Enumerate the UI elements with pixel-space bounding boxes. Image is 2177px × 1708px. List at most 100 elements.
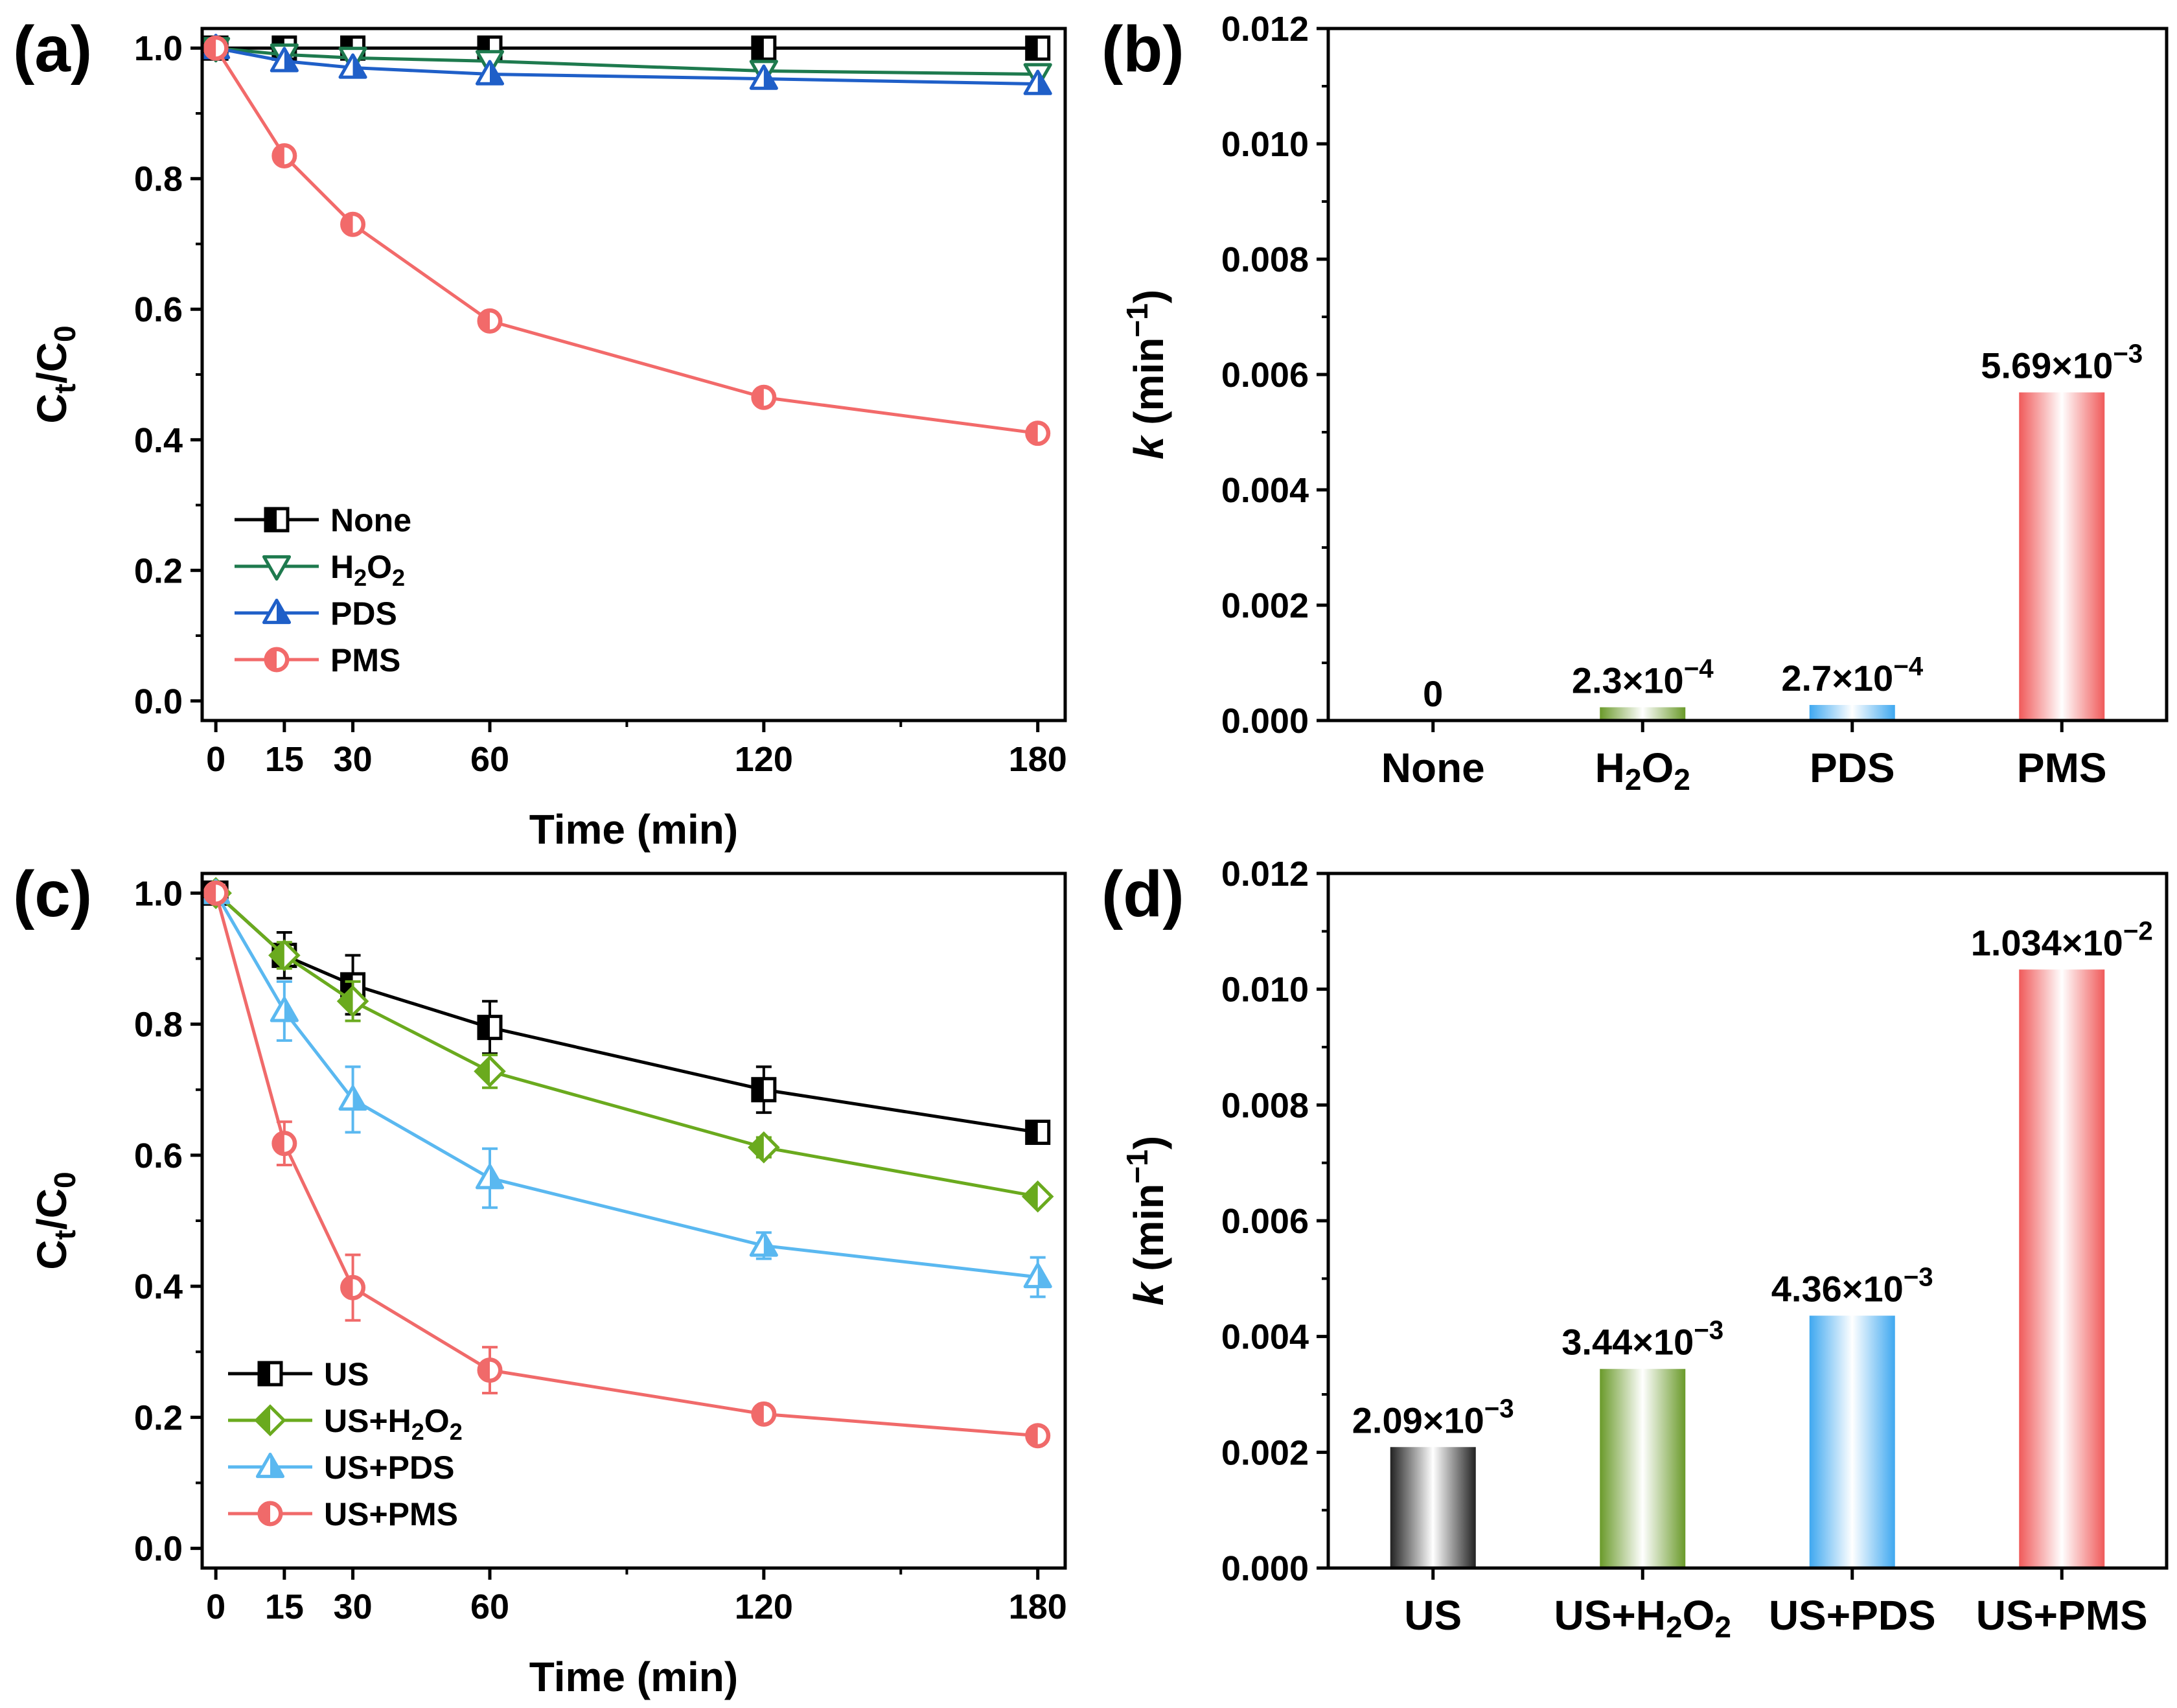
y-label-base: C [29, 393, 75, 423]
bar-value-exponent: −3 [1694, 1315, 1723, 1345]
y-label-k: k [1125, 434, 1172, 459]
x-category-label-sub2: 2 [1714, 1610, 1731, 1644]
x-category-label-base: US+H [1554, 1592, 1666, 1639]
series-H2O2 [202, 37, 1052, 89]
series-US+H2O2 [200, 877, 1054, 1213]
bar-value-mantissa: 2.3×10 [1572, 660, 1684, 701]
legend-marker-half [259, 1363, 270, 1385]
data-point-half [270, 941, 284, 969]
bar-value-exponent: −2 [2123, 916, 2153, 945]
x-category-label: None [1381, 744, 1485, 791]
data-point-half [476, 1057, 490, 1085]
x-category-label: US+H2O2 [1554, 1592, 1731, 1644]
data-point-half [284, 48, 297, 71]
legend-label-base: H [330, 549, 354, 585]
series-line [214, 892, 1039, 1199]
legend-label: US+PDS [324, 1449, 454, 1486]
legend-label-sub: 2 [354, 564, 367, 591]
y-label-base: C [29, 1240, 75, 1269]
data-point-half [763, 1232, 777, 1256]
y-tick-label: 0.008 [1221, 240, 1309, 279]
x-tick-label: 120 [735, 740, 793, 779]
panel-label: (b) [1101, 13, 1184, 86]
legend-marker-half [270, 1454, 283, 1477]
x-category-label-tail: O [1641, 744, 1674, 791]
series-line [214, 892, 1038, 1438]
legend-label: US+H2O2 [324, 1403, 463, 1445]
data-point-half [352, 1087, 366, 1109]
y-label-k: k [1125, 1280, 1172, 1306]
data-point-half [1026, 1121, 1038, 1144]
x-category-label: US+PDS [1769, 1592, 1936, 1639]
y-tick-label: 0.0 [134, 1530, 183, 1569]
data-point-half [352, 54, 366, 78]
y-label-sub: t [48, 1230, 82, 1240]
y-tick-label: 0.4 [134, 421, 183, 460]
series-line [214, 892, 1038, 1279]
series-PMS [203, 35, 1051, 446]
bar-value-label: 1.034×10−2 [1971, 916, 2153, 963]
y-label-unit: (min [1125, 1184, 1172, 1283]
x-axis-label: Time (min) [529, 806, 738, 853]
series-line [214, 47, 1039, 435]
data-point-half [1024, 1183, 1038, 1210]
bar [2019, 969, 2105, 1568]
x-tick-label: 0 [206, 1587, 225, 1626]
data-point-half [750, 1133, 764, 1161]
y-tick-label: 0.010 [1221, 971, 1309, 1010]
data-point-half [352, 216, 362, 233]
y-tick-label: 0.006 [1221, 356, 1309, 395]
legend-marker-half [270, 1505, 279, 1522]
y-label-sup: −1 [1120, 303, 1154, 338]
bar-value-mantissa: 3.44×10 [1561, 1322, 1694, 1363]
x-category-label-base: PDS [1810, 744, 1895, 791]
data-point-half [763, 1405, 772, 1423]
y-tick-label: 0.6 [134, 290, 183, 329]
y-tick-label: 1.0 [134, 874, 183, 913]
y-tick-label: 0.0 [134, 682, 183, 721]
x-category-label-sub2: 2 [1674, 763, 1690, 796]
bar-value-label: 4.36×10−3 [1771, 1262, 1933, 1310]
x-tick-label: 60 [470, 1587, 509, 1626]
series-US+PDS [202, 879, 1052, 1298]
legend-label-base: PDS [330, 595, 397, 632]
bar [1809, 1315, 1895, 1568]
x-category-label-base: H [1595, 744, 1625, 791]
bar-value-exponent: −3 [1484, 1393, 1514, 1423]
x-category-label-base: US [1404, 1592, 1462, 1639]
y-label-close: ) [1125, 290, 1172, 303]
legend-label-sub2: 2 [392, 564, 405, 591]
x-tick-label: 180 [1009, 740, 1067, 779]
bar-value-label: 3.44×10−3 [1561, 1315, 1723, 1363]
x-tick-label: 120 [735, 1587, 793, 1626]
y-tick-label: 0.008 [1221, 1086, 1309, 1125]
bar-value-mantissa: 2.09×10 [1352, 1400, 1484, 1440]
panel-c-line-chart: (c) 0 15 30 60 120 180 0.0 0.2 0.4 0.6 0.8 1.0 Time (… [13, 858, 1067, 1700]
x-tick-label: 0 [206, 740, 225, 779]
y-tick-label: 0.8 [134, 1006, 183, 1044]
legend-label-base: None [330, 502, 411, 538]
data-point-half [490, 312, 498, 330]
y-tick-label: 0.012 [1221, 10, 1309, 49]
panel-a-line-chart: (a) 0 15 30 60 120 180 0.0 0.2 0.4 0.6 0.8 1.0 Time (… [13, 13, 1067, 853]
data-point-half [216, 884, 225, 902]
y-tick-label: 0.006 [1221, 1202, 1309, 1241]
data-point-half [1037, 71, 1051, 94]
y-axis-label: k (min−1) [1120, 290, 1172, 459]
bar-value-mantissa: 5.69×10 [1981, 345, 2113, 386]
bar [2019, 392, 2105, 721]
bar-value-mantissa: 0 [1423, 673, 1443, 714]
series-line [215, 46, 1038, 76]
bar [1600, 1368, 1686, 1568]
y-axis-label: Ct/C0 [29, 1171, 82, 1269]
bar-value-label: 2.7×10−4 [1781, 651, 1923, 698]
y-label-sub: t [48, 384, 82, 393]
data-point-half [490, 1361, 498, 1379]
series-line [214, 892, 1039, 1134]
y-tick-label: 0.002 [1221, 1433, 1309, 1472]
data-point-half [284, 147, 293, 165]
data-point-half [339, 987, 353, 1015]
y-label-sub: 0 [48, 1171, 82, 1188]
legend-marker-half [277, 651, 285, 668]
